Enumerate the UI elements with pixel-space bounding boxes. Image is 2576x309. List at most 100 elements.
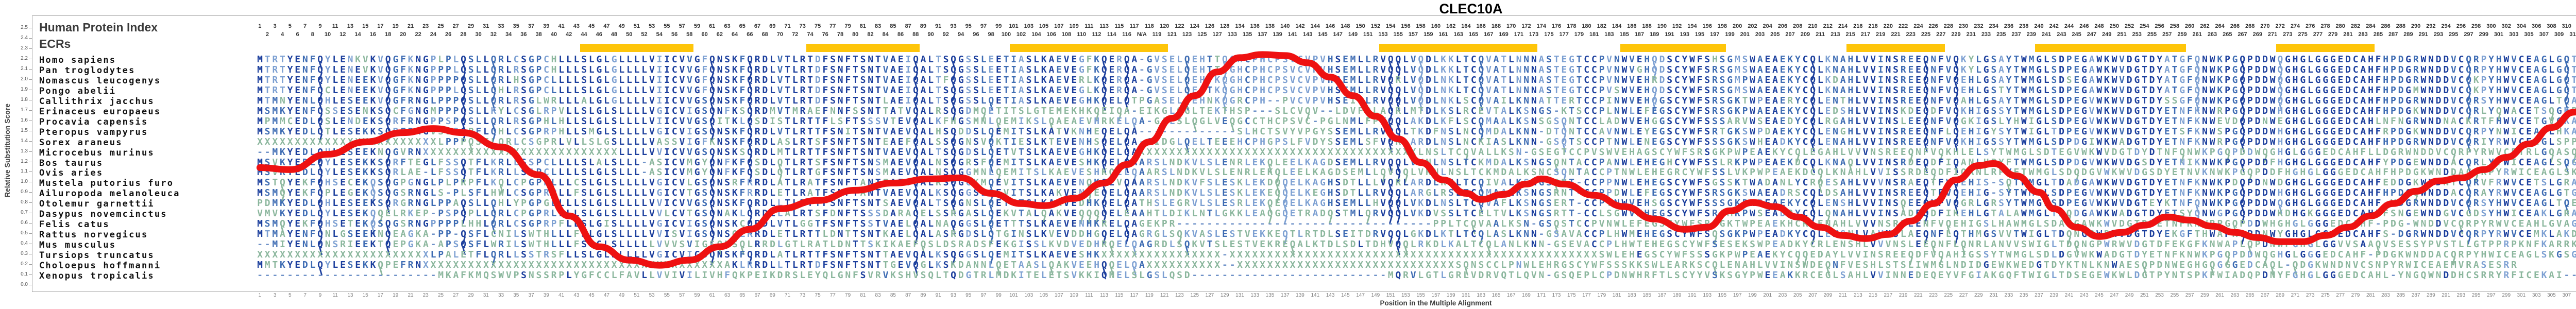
- residue: L: [791, 167, 799, 178]
- residue: G: [2321, 85, 2329, 96]
- residue: E: [897, 96, 905, 106]
- residue: H: [1643, 158, 1651, 168]
- residue: D: [2261, 167, 2269, 178]
- residue: H: [2367, 127, 2375, 137]
- residue: G: [2035, 96, 2043, 106]
- residue: Q: [1387, 65, 1395, 75]
- residue: X: [474, 147, 482, 158]
- residue: L: [1206, 167, 1214, 178]
- residue: A: [920, 106, 927, 116]
- residue: P: [535, 116, 543, 127]
- residue: N: [1425, 158, 1432, 168]
- residue: S: [1025, 158, 1033, 168]
- residue: R: [1100, 116, 1108, 127]
- residue: H: [2495, 116, 2503, 127]
- residue: A: [920, 55, 927, 65]
- residue: W: [2111, 96, 2119, 106]
- residue: V: [904, 178, 912, 188]
- residue: R: [754, 75, 761, 85]
- residue: C: [573, 178, 581, 188]
- residue: A: [1960, 96, 1968, 106]
- residue: P: [430, 116, 437, 127]
- residue: S: [656, 167, 664, 178]
- residue: G: [957, 116, 965, 127]
- residue: Q: [384, 167, 392, 178]
- residue: W: [2209, 127, 2216, 137]
- residue: G: [1726, 188, 1734, 198]
- residue: R: [505, 137, 513, 147]
- residue: N: [1168, 158, 1176, 168]
- residue: S: [1161, 75, 1168, 85]
- residue: P: [2246, 75, 2254, 85]
- residue: Q: [2005, 178, 2013, 188]
- residue: H: [1666, 158, 1673, 168]
- residue: W: [1620, 106, 1628, 116]
- residue: S: [723, 65, 731, 75]
- residue: T: [1470, 167, 1478, 178]
- residue: Q: [2276, 65, 2284, 75]
- residue: E: [2073, 116, 2080, 127]
- residue: Q: [1794, 147, 1802, 158]
- residue: V: [1869, 85, 1877, 96]
- residue: G: [2555, 85, 2563, 96]
- residue: G: [2080, 55, 2088, 65]
- residue: R: [1462, 106, 1470, 116]
- residue: S: [829, 178, 837, 188]
- residue: Q: [708, 116, 716, 127]
- residue: H: [2292, 96, 2299, 106]
- residue: R: [2458, 147, 2465, 158]
- residue: L: [1296, 188, 1304, 198]
- residue: L: [1455, 96, 1463, 106]
- residue: I: [1975, 116, 1982, 127]
- residue: T: [1741, 96, 1749, 106]
- residue: E: [1221, 137, 1229, 147]
- residue: G: [2043, 167, 2050, 178]
- residue: S: [1553, 167, 1561, 178]
- residue: S: [611, 167, 618, 178]
- residue: E: [1636, 158, 1643, 168]
- residue: G: [2321, 116, 2329, 127]
- residue: P: [1312, 85, 1319, 96]
- residue: I: [1003, 106, 1010, 116]
- residue: H: [1643, 75, 1651, 85]
- residue: X: [460, 147, 467, 158]
- residue: M: [271, 188, 279, 198]
- residue: L: [2043, 55, 2050, 65]
- residue: C: [2518, 127, 2526, 137]
- residue: L: [791, 158, 799, 168]
- residue: W: [1749, 75, 1756, 85]
- residue: A: [1130, 188, 1138, 198]
- residue: T: [882, 106, 890, 116]
- residue: Q: [746, 127, 754, 137]
- residue: S: [580, 116, 588, 127]
- residue: S: [520, 85, 528, 96]
- residue: S: [1334, 85, 1342, 96]
- residue: E: [354, 127, 362, 137]
- residue: V: [2088, 158, 2096, 168]
- residue: Q: [1387, 158, 1395, 168]
- residue: G: [2088, 167, 2096, 178]
- residue: Q: [912, 178, 920, 188]
- residue: E: [1636, 116, 1643, 127]
- residue: V: [686, 85, 693, 96]
- residue: S: [1990, 65, 1997, 75]
- residue: A: [1824, 147, 1832, 158]
- residue: G: [1658, 188, 1666, 198]
- residue: V: [377, 65, 384, 75]
- residue: X: [550, 147, 558, 158]
- residue: D: [301, 116, 309, 127]
- residue: A: [1839, 158, 1847, 168]
- residue: C: [543, 75, 550, 85]
- residue: A: [806, 106, 814, 116]
- residue: X: [331, 137, 339, 147]
- residue: F: [738, 158, 746, 168]
- residue: R: [2472, 127, 2480, 137]
- residue: K: [362, 178, 369, 188]
- residue: R: [731, 178, 739, 188]
- residue: N: [1560, 178, 1568, 188]
- residue: Q: [2563, 55, 2570, 65]
- residue: V: [1945, 137, 1953, 147]
- residue: Q: [1477, 85, 1485, 96]
- residue: L: [1032, 178, 1040, 188]
- residue: F: [474, 127, 482, 137]
